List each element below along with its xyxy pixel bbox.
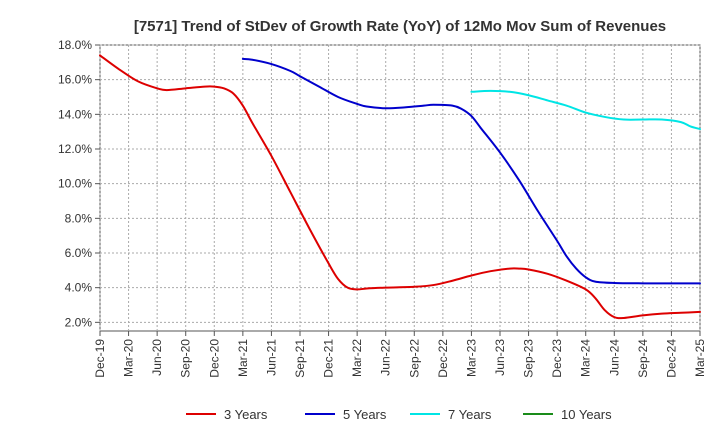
series-lines [99,54,701,320]
x-tick-label: Sep-24 [636,339,650,378]
x-tick-label: Dec-24 [664,339,678,378]
x-tick-label: Jun-21 [264,339,278,376]
y-tick-label: 18.0% [58,38,92,52]
legend-label-7-years: 7 Years [448,407,492,422]
y-tick-label: 2.0% [65,315,93,329]
series-line-7-years [470,89,701,131]
y-tick-label: 4.0% [65,281,93,295]
x-tick-label: Dec-21 [322,339,336,378]
x-tick-label: Jun-20 [150,339,164,376]
legend-label-10-years: 10 Years [561,407,612,422]
x-tick-label: Dec-23 [550,339,564,378]
y-axis: 2.0% 4.0% 6.0% 8.0% 10.0% 12.0% 14.0% 16.0% 18.0… [58,38,100,329]
y-tick-label: 6.0% [65,246,93,260]
x-tick-label: Sep-23 [522,339,536,378]
x-tick-label: Mar-22 [350,339,364,377]
x-tick-label: Mar-24 [579,339,593,377]
x-tick-label: Jun-23 [493,339,507,376]
legend-label-5-years: 5 Years [343,407,387,422]
x-tick-label: Sep-21 [293,339,307,378]
grid-lines [99,44,701,331]
y-tick-label: 12.0% [58,142,92,156]
x-tick-label: Mar-21 [236,339,250,377]
x-tick-label: Jun-22 [379,339,393,376]
legend: 3 Years 5 Years 7 Years 10 Years [186,407,612,422]
y-tick-label: 16.0% [58,73,92,87]
x-tick-label: Mar-20 [122,339,136,377]
y-tick-label: 8.0% [65,211,93,225]
legend-label-3-years: 3 Years [224,407,268,422]
x-tick-label: Mar-23 [464,339,478,377]
x-tick-label: Jun-24 [607,339,621,376]
x-tick-label: Sep-20 [179,339,193,378]
x-tick-label: Dec-22 [436,339,450,378]
x-tick-label: Sep-22 [407,339,421,378]
chart-title: [7571] Trend of StDev of Growth Rate (Yo… [134,18,666,35]
x-tick-label: Mar-25 [693,339,707,377]
y-tick-label: 10.0% [58,177,92,191]
x-axis: Dec-19 Mar-20 Jun-20 Sep-20 Dec-20 Mar-21 Jun-… [93,331,707,378]
plot-area [99,44,701,332]
series-line-5-years [241,57,701,285]
y-tick-label: 14.0% [58,107,92,121]
x-tick-label: Dec-19 [93,339,107,378]
x-tick-label: Dec-20 [207,339,221,378]
series-line-3-years [99,54,701,320]
